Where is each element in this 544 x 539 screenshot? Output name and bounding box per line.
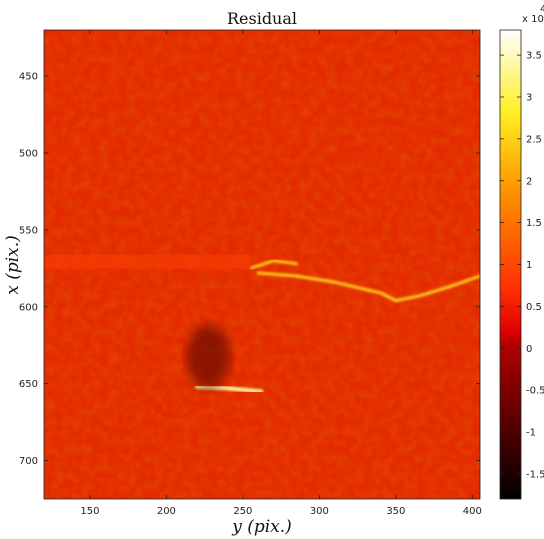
y-tick-label: 650 [19, 379, 38, 390]
feature-dark-patch [186, 324, 231, 389]
x-tick-label: 300 [310, 506, 329, 517]
x-tick-label: 250 [233, 506, 252, 517]
plot-frame [43, 29, 481, 500]
chart-title: Residual [227, 9, 297, 28]
x-tick-label: 200 [157, 506, 176, 517]
colorbar-tick-label: -0.5 [526, 386, 544, 397]
y-tick-label: 700 [19, 456, 38, 467]
heatmap-features [44, 254, 480, 394]
colorbar-tick-label: 1 [526, 260, 532, 271]
colorbar-tick-label: 2.5 [526, 134, 542, 145]
colorbar-ticks: -1.5 -1 -0.5 0 0.5 1 1.5 2 2.5 3 3.5 [500, 51, 544, 480]
y-axis-ticks: 450 500 550 600 650 700 [19, 72, 480, 467]
x-axis-label: y (pix.) [231, 517, 292, 537]
colorbar-tick-label: 3.5 [526, 51, 542, 62]
colorbar-tick-label: 0 [526, 344, 532, 355]
y-tick-label: 450 [19, 72, 38, 83]
x-axis-ticks: 150 200 250 300 350 400 [80, 30, 482, 517]
colorbar-tick-label: -1.5 [526, 469, 544, 480]
heatmap-field [44, 30, 480, 499]
feature-horizontal-band [44, 254, 251, 269]
feature-crack-branch [249, 259, 298, 270]
x-tick-label: 150 [80, 506, 99, 517]
x-tick-label: 350 [386, 506, 405, 517]
colorbar-tick-label: 3 [526, 93, 532, 104]
colorbar-multiplier: x 10 [522, 14, 544, 25]
colorbar-tick-label: 0.5 [526, 302, 542, 313]
y-tick-label: 600 [19, 302, 38, 313]
colorbar-tick-label: 2 [526, 176, 532, 187]
colorbar-tick-label: 1.5 [526, 218, 542, 229]
colorbar-tick-label: -1 [526, 428, 536, 439]
y-axis-label: x (pix.) [3, 235, 23, 295]
y-tick-label: 500 [19, 149, 38, 160]
x-tick-label: 400 [463, 506, 482, 517]
colorbar-exponent: 4 [540, 4, 544, 15]
feature-crack [256, 271, 480, 303]
y-tick-label: 550 [19, 225, 38, 236]
